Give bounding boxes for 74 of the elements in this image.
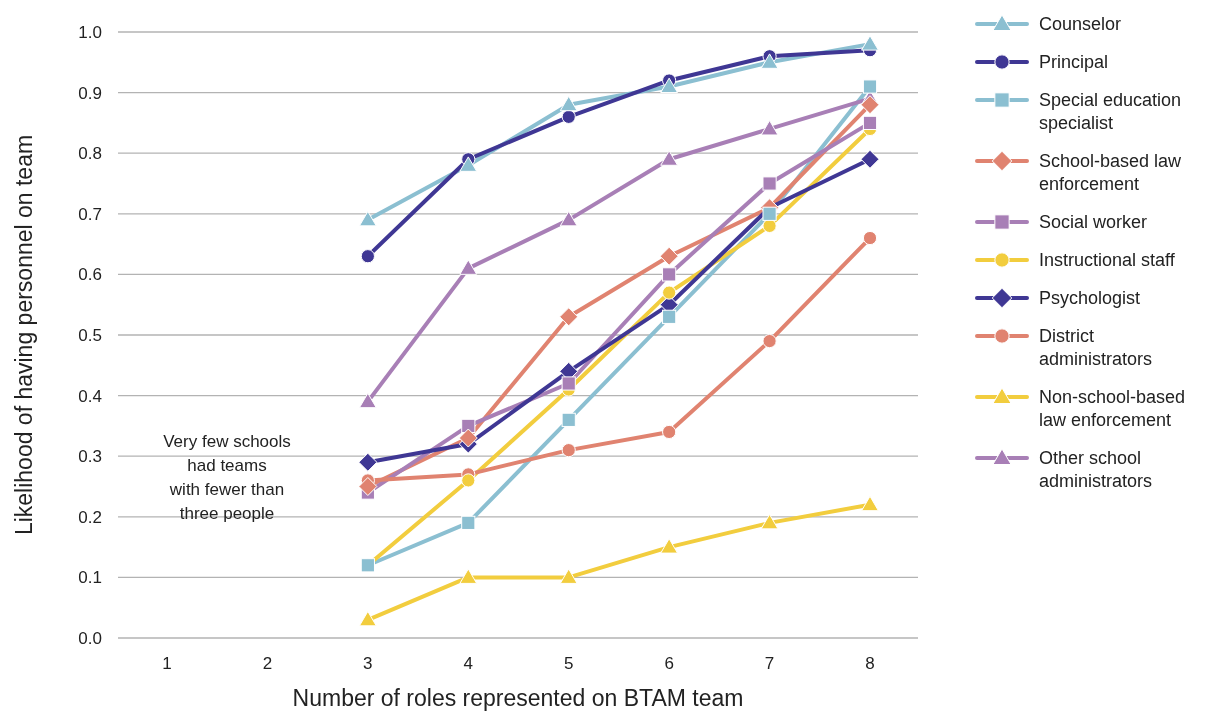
- legend-label: District administrators: [1039, 326, 1153, 370]
- point: [559, 307, 579, 327]
- point: [358, 392, 377, 409]
- point: [760, 120, 779, 136]
- x-tick-label: 3: [363, 653, 373, 673]
- point: [662, 285, 677, 300]
- point: [762, 333, 777, 349]
- x-tick-label: 6: [664, 653, 674, 673]
- point: [760, 513, 779, 530]
- point: [561, 376, 576, 391]
- point: [360, 249, 375, 264]
- point: [458, 428, 478, 448]
- legend-label: Psychologist: [1039, 288, 1141, 309]
- point: [659, 246, 679, 266]
- x-tick-label: 7: [764, 653, 775, 673]
- point: [861, 35, 879, 51]
- point: [860, 95, 880, 115]
- legend-label: Special education specialist: [1039, 90, 1182, 134]
- point: [358, 610, 377, 627]
- point: [862, 230, 878, 246]
- point: [862, 79, 878, 94]
- point: [358, 477, 378, 496]
- x-tick-label: 8: [865, 653, 875, 673]
- legend-label: Non-school-based law enforcement: [1039, 387, 1186, 431]
- y-tick-label: 0.0: [78, 628, 102, 648]
- point: [860, 149, 880, 169]
- point: [662, 424, 677, 440]
- point: [358, 452, 378, 472]
- point: [862, 115, 878, 130]
- point: [760, 53, 779, 69]
- annotation: Very few schools had teams with fewer than three people: [163, 432, 291, 523]
- legend-label: School-based law enforcement: [1039, 151, 1183, 195]
- point: [559, 210, 578, 227]
- legend-label: Principal: [1039, 52, 1109, 73]
- x-tick-label: 5: [563, 653, 574, 673]
- y-tick-label: 0.2: [78, 507, 102, 527]
- legend-label: Instructional staff: [1039, 250, 1176, 271]
- y-tick-label: 0.1: [78, 568, 102, 588]
- point: [762, 218, 777, 234]
- y-tick-label: 0.8: [78, 144, 102, 164]
- point: [561, 109, 576, 124]
- y-tick-label: 0.9: [78, 83, 102, 103]
- legend-label: Other school administrators: [1039, 448, 1153, 492]
- point: [861, 495, 879, 512]
- point: [660, 538, 679, 554]
- y-tick-label: 0.4: [78, 386, 102, 406]
- point: [559, 568, 578, 584]
- x-tick-label: 4: [463, 653, 474, 673]
- y-tick-label: 0.7: [78, 204, 102, 224]
- legend-label: Counselor: [1039, 14, 1122, 35]
- point: [561, 443, 576, 458]
- point: [561, 412, 576, 427]
- y-tick-label: 1.0: [78, 22, 102, 42]
- legend-label: Social worker: [1039, 212, 1148, 233]
- point: [662, 309, 677, 324]
- y-tick-label: 0.5: [78, 325, 102, 345]
- point: [461, 515, 476, 530]
- point: [762, 176, 777, 191]
- point: [660, 77, 679, 94]
- point: [358, 210, 377, 227]
- y-tick-label: 0.6: [78, 265, 102, 285]
- x-tick-label: 2: [262, 653, 273, 673]
- point: [459, 156, 478, 172]
- y-axis-title: Likelihood of having personnel on team: [11, 134, 37, 536]
- point: [459, 568, 478, 584]
- x-axis-title: Number of roles represented on BTAM team: [292, 685, 744, 711]
- x-tick-label: 1: [162, 653, 172, 673]
- point: [459, 259, 478, 275]
- point: [461, 473, 476, 488]
- point: [660, 150, 679, 166]
- point: [662, 267, 677, 282]
- point: [559, 95, 578, 112]
- point: [762, 206, 777, 221]
- y-tick-label: 0.3: [78, 447, 102, 467]
